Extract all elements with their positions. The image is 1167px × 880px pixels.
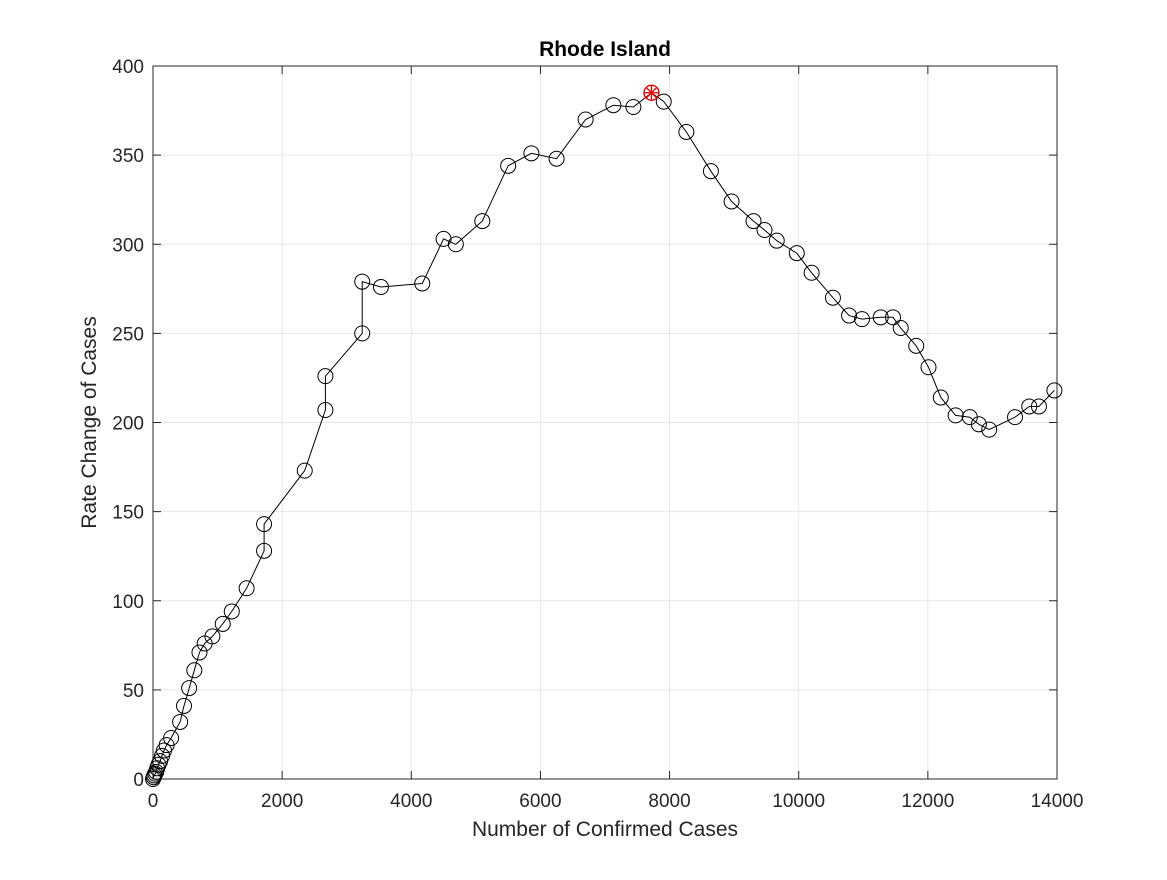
data-point	[577, 111, 594, 128]
data-point	[981, 421, 998, 438]
data-point	[191, 644, 208, 661]
y-tick-label: 50	[123, 681, 144, 702]
x-tick-label: 10000	[772, 791, 825, 812]
y-tick-label: 300	[112, 235, 144, 256]
data-point	[605, 97, 622, 114]
data-point	[788, 245, 805, 262]
data-point	[146, 767, 163, 784]
y-tick-label: 200	[112, 414, 144, 435]
y-axis-title: Rate Change of Cases	[78, 316, 101, 528]
data-point	[803, 264, 820, 281]
data-point	[920, 359, 937, 376]
x-tick-label: 6000	[519, 791, 561, 812]
x-axis-title: Number of Confirmed Cases	[472, 818, 738, 841]
data-point	[841, 307, 858, 324]
data-point	[768, 232, 785, 249]
data-point	[872, 309, 889, 326]
data-point	[214, 615, 231, 632]
data-point	[186, 662, 203, 679]
data-point	[756, 221, 773, 238]
x-tick-label: 8000	[648, 791, 690, 812]
data-point	[970, 416, 987, 433]
x-tick-label: 4000	[390, 791, 432, 812]
y-tick-label: 100	[112, 592, 144, 613]
data-point	[150, 756, 167, 773]
data-point	[317, 402, 334, 419]
data-point	[163, 730, 180, 747]
data-point	[238, 580, 255, 597]
data-point	[548, 150, 565, 167]
x-tick-labels: 0 2000 4000 6000 8000 10000 12000 14000	[148, 791, 1084, 812]
y-tick-label: 150	[112, 503, 144, 524]
data-point	[500, 157, 517, 174]
data-point	[884, 309, 901, 326]
data-point	[204, 628, 221, 645]
data-point	[354, 325, 371, 342]
data-point	[296, 462, 313, 479]
data-point	[447, 236, 464, 253]
x-tick-label: 14000	[1031, 791, 1084, 812]
data-point	[908, 337, 925, 354]
series-line	[152, 92, 1055, 780]
peak-highlight	[643, 84, 660, 101]
y-tick-label: 0	[133, 770, 144, 791]
data-point	[1046, 382, 1063, 399]
y-tick-labels: 0 50 100 150 200 250 300 350 400	[112, 57, 144, 791]
data-point	[354, 273, 371, 290]
y-tick-label: 250	[112, 324, 144, 345]
data-point	[317, 368, 334, 385]
chart-title: Rhode Island	[539, 38, 671, 61]
data-point	[892, 320, 909, 337]
data-point	[172, 713, 189, 730]
data-point	[474, 213, 491, 230]
data-point	[723, 193, 740, 210]
data-point	[824, 289, 841, 306]
peak-asterisk-stroke	[646, 87, 657, 99]
grid	[152, 65, 1058, 780]
ticks	[152, 65, 1058, 780]
data-point	[414, 275, 431, 292]
data-point	[223, 603, 240, 620]
data-point	[1007, 409, 1024, 426]
y-tick-label: 400	[112, 57, 144, 78]
data-point	[853, 311, 870, 328]
data-point	[655, 93, 672, 110]
data-point	[256, 516, 273, 533]
data-point	[256, 542, 273, 559]
data-point	[745, 213, 762, 230]
data-point	[678, 123, 695, 140]
peak-circle	[643, 84, 660, 101]
data-point	[702, 163, 719, 180]
data-point	[1021, 398, 1038, 415]
data-point	[175, 697, 192, 714]
data-point	[181, 680, 198, 697]
data-point	[932, 389, 949, 406]
data-point	[1030, 398, 1047, 415]
data-point	[947, 407, 964, 424]
y-tick-label: 350	[112, 146, 144, 167]
x-tick-label: 2000	[261, 791, 303, 812]
x-tick-label: 0	[148, 791, 159, 812]
series	[145, 84, 1063, 787]
data-point	[372, 279, 389, 296]
data-point	[523, 145, 540, 162]
data-point	[625, 98, 642, 115]
x-tick-label: 12000	[901, 791, 954, 812]
